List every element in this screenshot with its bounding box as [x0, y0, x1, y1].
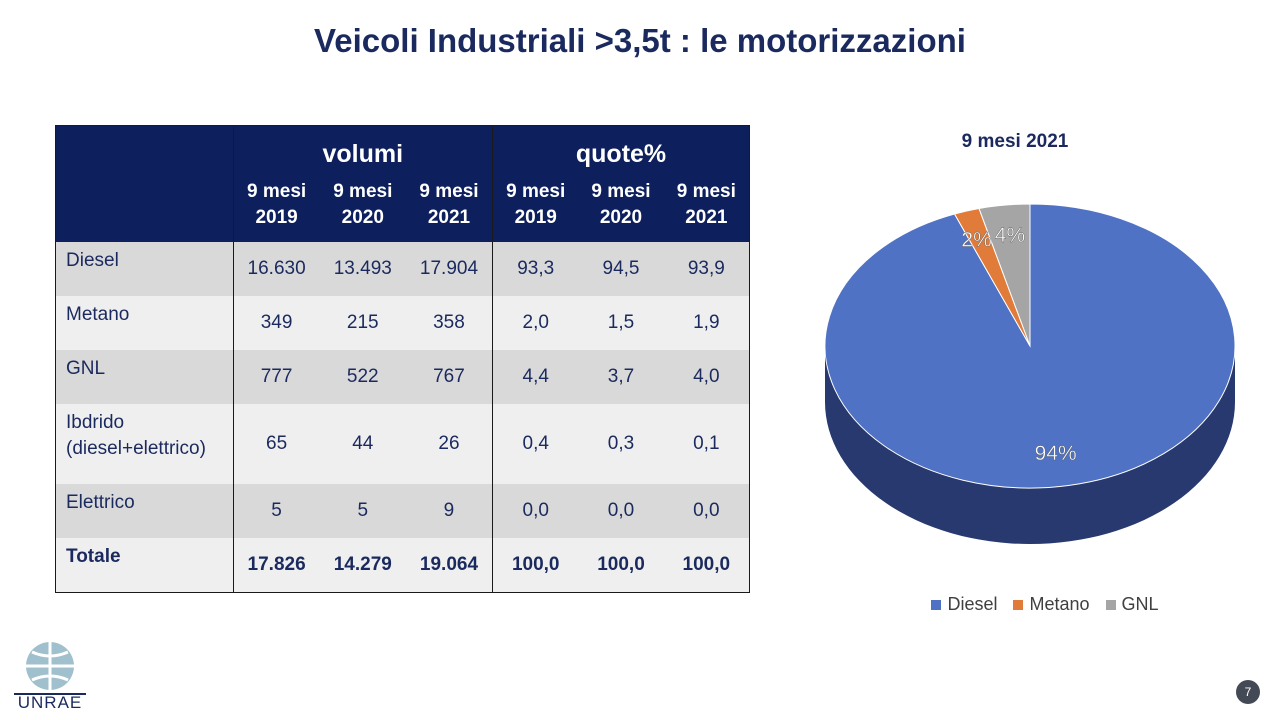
col-header: 9 mesi 2019 — [492, 175, 579, 242]
chart-title: 9 mesi 2021 — [961, 131, 1069, 152]
legend-label: Metano — [1029, 594, 1090, 614]
table-cell: 0,0 — [578, 484, 664, 538]
row-label: Metano — [55, 296, 233, 350]
legend-label: Diesel — [947, 594, 998, 614]
table-cell: 349 — [232, 296, 320, 350]
table-cell: 93,3 — [492, 242, 579, 296]
row-label: Diesel — [55, 242, 233, 296]
table-cell: 5 — [232, 484, 320, 538]
table-cell: 44 — [319, 404, 406, 484]
row-label: GNL — [55, 350, 233, 404]
table-cell: 0,4 — [492, 404, 579, 484]
table-cell: 94,5 — [578, 242, 664, 296]
data-label-gnl: 4% — [995, 224, 1025, 247]
table-row: Metano 349 215 358 2,0 1,5 1,9 — [55, 296, 750, 350]
page-number: 7 — [1236, 680, 1260, 704]
table-cell: 0,0 — [663, 484, 750, 538]
table-cell: 93,9 — [663, 242, 750, 296]
table-row: Ibdrido (diesel+elettrico) 65 44 26 0,4 0… — [55, 404, 750, 484]
table-cell: 215 — [319, 296, 406, 350]
data-label-metano: 2% — [961, 229, 991, 252]
table-row: Elettrico 5 5 9 0,0 0,0 0,0 — [55, 484, 750, 538]
pie-side-diesel — [825, 346, 1235, 544]
table-cell: 1,5 — [578, 296, 664, 350]
table-cell: 767 — [405, 350, 493, 404]
pie-slice-gnl — [978, 203, 1031, 347]
table-cell: 5 — [319, 484, 406, 538]
table-cell: 4,4 — [492, 350, 579, 404]
col-header: 9 mesi 2021 — [405, 175, 493, 242]
table-cell: 65 — [232, 404, 320, 484]
col-header: 9 mesi 2021 — [663, 175, 750, 242]
table-cell: 3,7 — [578, 350, 664, 404]
table-cell: 1,9 — [663, 296, 750, 350]
row-label: Elettrico — [55, 484, 233, 538]
table-cell: 14.279 — [319, 538, 406, 593]
table-cell: 16.630 — [232, 242, 320, 296]
table-cell: 777 — [232, 350, 320, 404]
col-header: 9 mesi 2019 — [232, 175, 320, 242]
legend-swatch — [1013, 599, 1024, 610]
data-label-diesel: 94% — [1035, 442, 1077, 465]
table-row: GNL 777 522 767 4,4 3,7 4,0 — [55, 350, 750, 404]
table-cell: 0,1 — [663, 404, 750, 484]
slide-title: Veicoli Industriali >3,5t : le motorizza… — [314, 22, 966, 59]
legend-item-metano: Metano — [1013, 594, 1090, 615]
legend-item-diesel: Diesel — [931, 594, 997, 615]
table-cell: 0,3 — [578, 404, 664, 484]
table-cell: 358 — [405, 296, 493, 350]
table-cell: 100,0 — [492, 538, 579, 593]
legend-swatch — [1105, 599, 1116, 610]
table-cell: 100,0 — [663, 538, 750, 593]
table-cell: 9 — [405, 484, 493, 538]
logo-text: UNRAE — [18, 693, 83, 710]
corner-cell — [55, 125, 233, 175]
table-cell: 522 — [319, 350, 406, 404]
corner-cell-2 — [55, 175, 233, 242]
table-cell: 4,0 — [663, 350, 750, 404]
legend-item-gnl: GNL — [1105, 594, 1159, 615]
legend-swatch — [931, 599, 942, 610]
table-cell: 13.493 — [319, 242, 406, 296]
row-label: Totale — [55, 538, 233, 593]
col-header: 9 mesi 2020 — [319, 175, 406, 242]
group-header-quote: quote% — [492, 125, 750, 175]
table-cell: 17.826 — [232, 538, 320, 593]
table-cell: 26 — [405, 404, 493, 484]
legend-label: GNL — [1121, 594, 1159, 614]
table-cell: 17.904 — [405, 242, 493, 296]
chart-legend: Diesel Metano GNL — [900, 594, 1190, 615]
row-label: Ibdrido (diesel+elettrico) — [55, 404, 233, 484]
unrae-logo: UNRAE — [14, 642, 86, 710]
table-cell: 19.064 — [405, 538, 493, 593]
group-header-volumi: volumi — [232, 125, 493, 175]
table-row: Diesel 16.630 13.493 17.904 93,3 94,5 93… — [55, 242, 750, 296]
table-cell: 100,0 — [578, 538, 664, 593]
table-cell: 2,0 — [492, 296, 579, 350]
engine-table: volumi quote% 9 mesi 2019 9 mesi 2020 9 me… — [55, 125, 750, 593]
table-row-total: Totale 17.826 14.279 19.064 100,0 100,0 … — [55, 538, 750, 593]
col-header: 9 mesi 2020 — [578, 175, 664, 242]
table-cell: 0,0 — [492, 484, 579, 538]
